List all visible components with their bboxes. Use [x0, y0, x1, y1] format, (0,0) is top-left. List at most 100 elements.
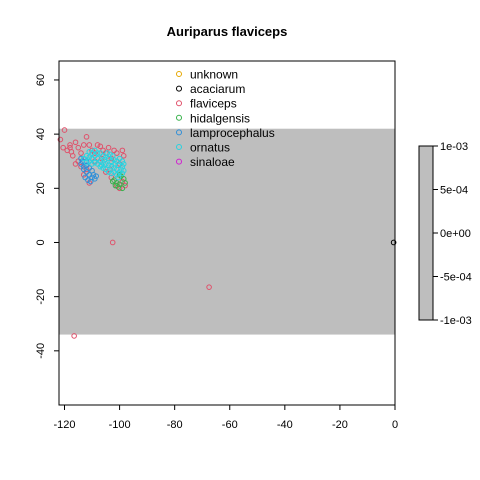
data-point-flaviceps	[92, 150, 98, 156]
data-point-ornatus	[89, 150, 95, 156]
colorbar-label: 1e-03	[440, 141, 468, 153]
data-point-flaviceps	[78, 150, 84, 156]
legend-marker-lamprocephalus	[176, 129, 182, 136]
data-point-flaviceps	[119, 147, 126, 154]
data-point-flaviceps	[71, 333, 77, 339]
legend-label-acaciarum: acaciarum	[190, 82, 245, 96]
data-point-flaviceps	[116, 185, 123, 192]
legend: unknownacaciarumflavicepshidalgensislamp…	[176, 68, 275, 169]
data-point-flaviceps	[57, 136, 64, 143]
y-tick-label: 0	[35, 239, 47, 245]
x-tick-label: -20	[332, 419, 348, 431]
data-point-flaviceps	[80, 142, 87, 148]
data-point-ornatus	[109, 153, 116, 159]
x-tick-label: -80	[167, 419, 183, 431]
data-point-flaviceps	[61, 127, 68, 133]
data-point-ornatus	[100, 165, 106, 171]
legend-marker-hidalgensis	[176, 114, 182, 121]
data-point-ornatus	[101, 157, 108, 163]
x-tick-label: -120	[53, 419, 75, 431]
legend-label-lamprocephalus: lamprocephalus	[190, 126, 275, 140]
legend-marker-unknown	[176, 71, 182, 77]
data-point-ornatus	[105, 162, 112, 169]
x-tick-label: -100	[109, 419, 131, 431]
data-point-flaviceps	[206, 284, 212, 290]
legend-marker-flaviceps	[176, 100, 182, 107]
x-tick-label: -40	[277, 419, 293, 431]
data-point-ornatus	[119, 170, 126, 177]
data-point-flaviceps	[94, 142, 101, 148]
data-point-flaviceps	[109, 239, 116, 246]
colorbar-label: 0e+00	[440, 228, 471, 240]
data-point-ornatus	[112, 161, 119, 167]
colorbar-bar	[418, 145, 434, 321]
colorbar-label: -1e-03	[440, 315, 472, 327]
data-point-ornatus	[97, 150, 104, 156]
data-point-flaviceps	[83, 134, 90, 140]
data-point-flaviceps	[72, 161, 79, 167]
data-point-hidalgensis	[119, 185, 126, 192]
data-point-hidalgensis	[122, 180, 128, 186]
plot-frame	[58, 60, 396, 406]
data-point-flaviceps	[68, 148, 75, 155]
data-point-ornatus	[105, 169, 112, 175]
data-point-ornatus	[114, 171, 120, 178]
data-point-ornatus	[86, 158, 93, 165]
data-point-flaviceps	[67, 142, 73, 148]
colorbar: 1e-03 5e-04 0e+00 -5e-04 -1e-03	[418, 141, 472, 327]
colorbar-label: -5e-04	[440, 272, 472, 284]
data-point-lamprocephalus	[90, 171, 97, 178]
data-point-hidalgensis	[111, 177, 117, 183]
y-tick-label: -20	[35, 289, 47, 305]
data-point-ornatus	[83, 159, 90, 166]
data-point-flaviceps	[103, 169, 109, 175]
legend-label-hidalgensis: hidalgensis	[190, 111, 250, 125]
legend-label-sinaloae: sinaloae	[190, 155, 235, 169]
data-point-acaciarum	[390, 239, 397, 246]
data-point-flaviceps	[120, 153, 127, 159]
data-point-flaviceps	[97, 143, 104, 150]
data-point-ornatus	[108, 163, 115, 170]
data-point-ornatus	[86, 154, 93, 160]
data-point-lamprocephalus	[85, 177, 91, 183]
legend-marker-sinaloae	[176, 158, 182, 165]
data-point-flaviceps	[86, 142, 93, 148]
y-axis: -40 -20 0 20 40 60	[35, 74, 59, 359]
data-point-lamprocephalus	[93, 173, 99, 179]
y-tick-label: 20	[35, 182, 47, 194]
data-point-ornatus	[100, 159, 106, 166]
y-tick-label: 40	[35, 128, 47, 140]
data-point-hidalgensis	[116, 171, 123, 178]
legend-marker-acaciarum	[176, 85, 182, 92]
x-tick-label: -60	[222, 419, 238, 431]
colorbar-label: 5e-04	[440, 185, 468, 197]
data-point-ornatus	[104, 150, 110, 156]
data-point-hidalgensis	[109, 178, 116, 185]
y-tick-label: 60	[35, 74, 47, 86]
data-point-lamprocephalus	[78, 155, 84, 162]
data-point-ornatus	[115, 174, 122, 181]
data-point-lamprocephalus	[80, 163, 87, 170]
legend-marker-ornatus	[176, 144, 182, 150]
data-point-flaviceps	[114, 150, 120, 156]
legend-label-ornatus: ornatus	[190, 141, 230, 155]
data-point-ornatus	[107, 151, 113, 158]
data-point-ornatus	[92, 159, 98, 166]
data-point-ornatus	[86, 148, 93, 155]
data-point-ornatus	[98, 162, 105, 169]
x-tick-label: 0	[392, 419, 398, 431]
data-point-flaviceps	[72, 139, 79, 146]
data-point-flaviceps	[86, 180, 93, 186]
y-tick-label: -40	[35, 343, 47, 359]
data-points	[57, 127, 397, 339]
legend-label-flaviceps: flaviceps	[190, 97, 237, 111]
data-point-flaviceps	[75, 144, 82, 151]
data-point-hidalgensis	[112, 182, 119, 189]
data-point-ornatus	[120, 167, 127, 174]
chart-title: Auriparus flaviceps	[167, 24, 288, 39]
data-point-flaviceps	[105, 144, 112, 151]
data-point-lamprocephalus	[87, 178, 94, 185]
data-point-ornatus	[115, 162, 122, 169]
data-point-flaviceps	[60, 144, 66, 151]
